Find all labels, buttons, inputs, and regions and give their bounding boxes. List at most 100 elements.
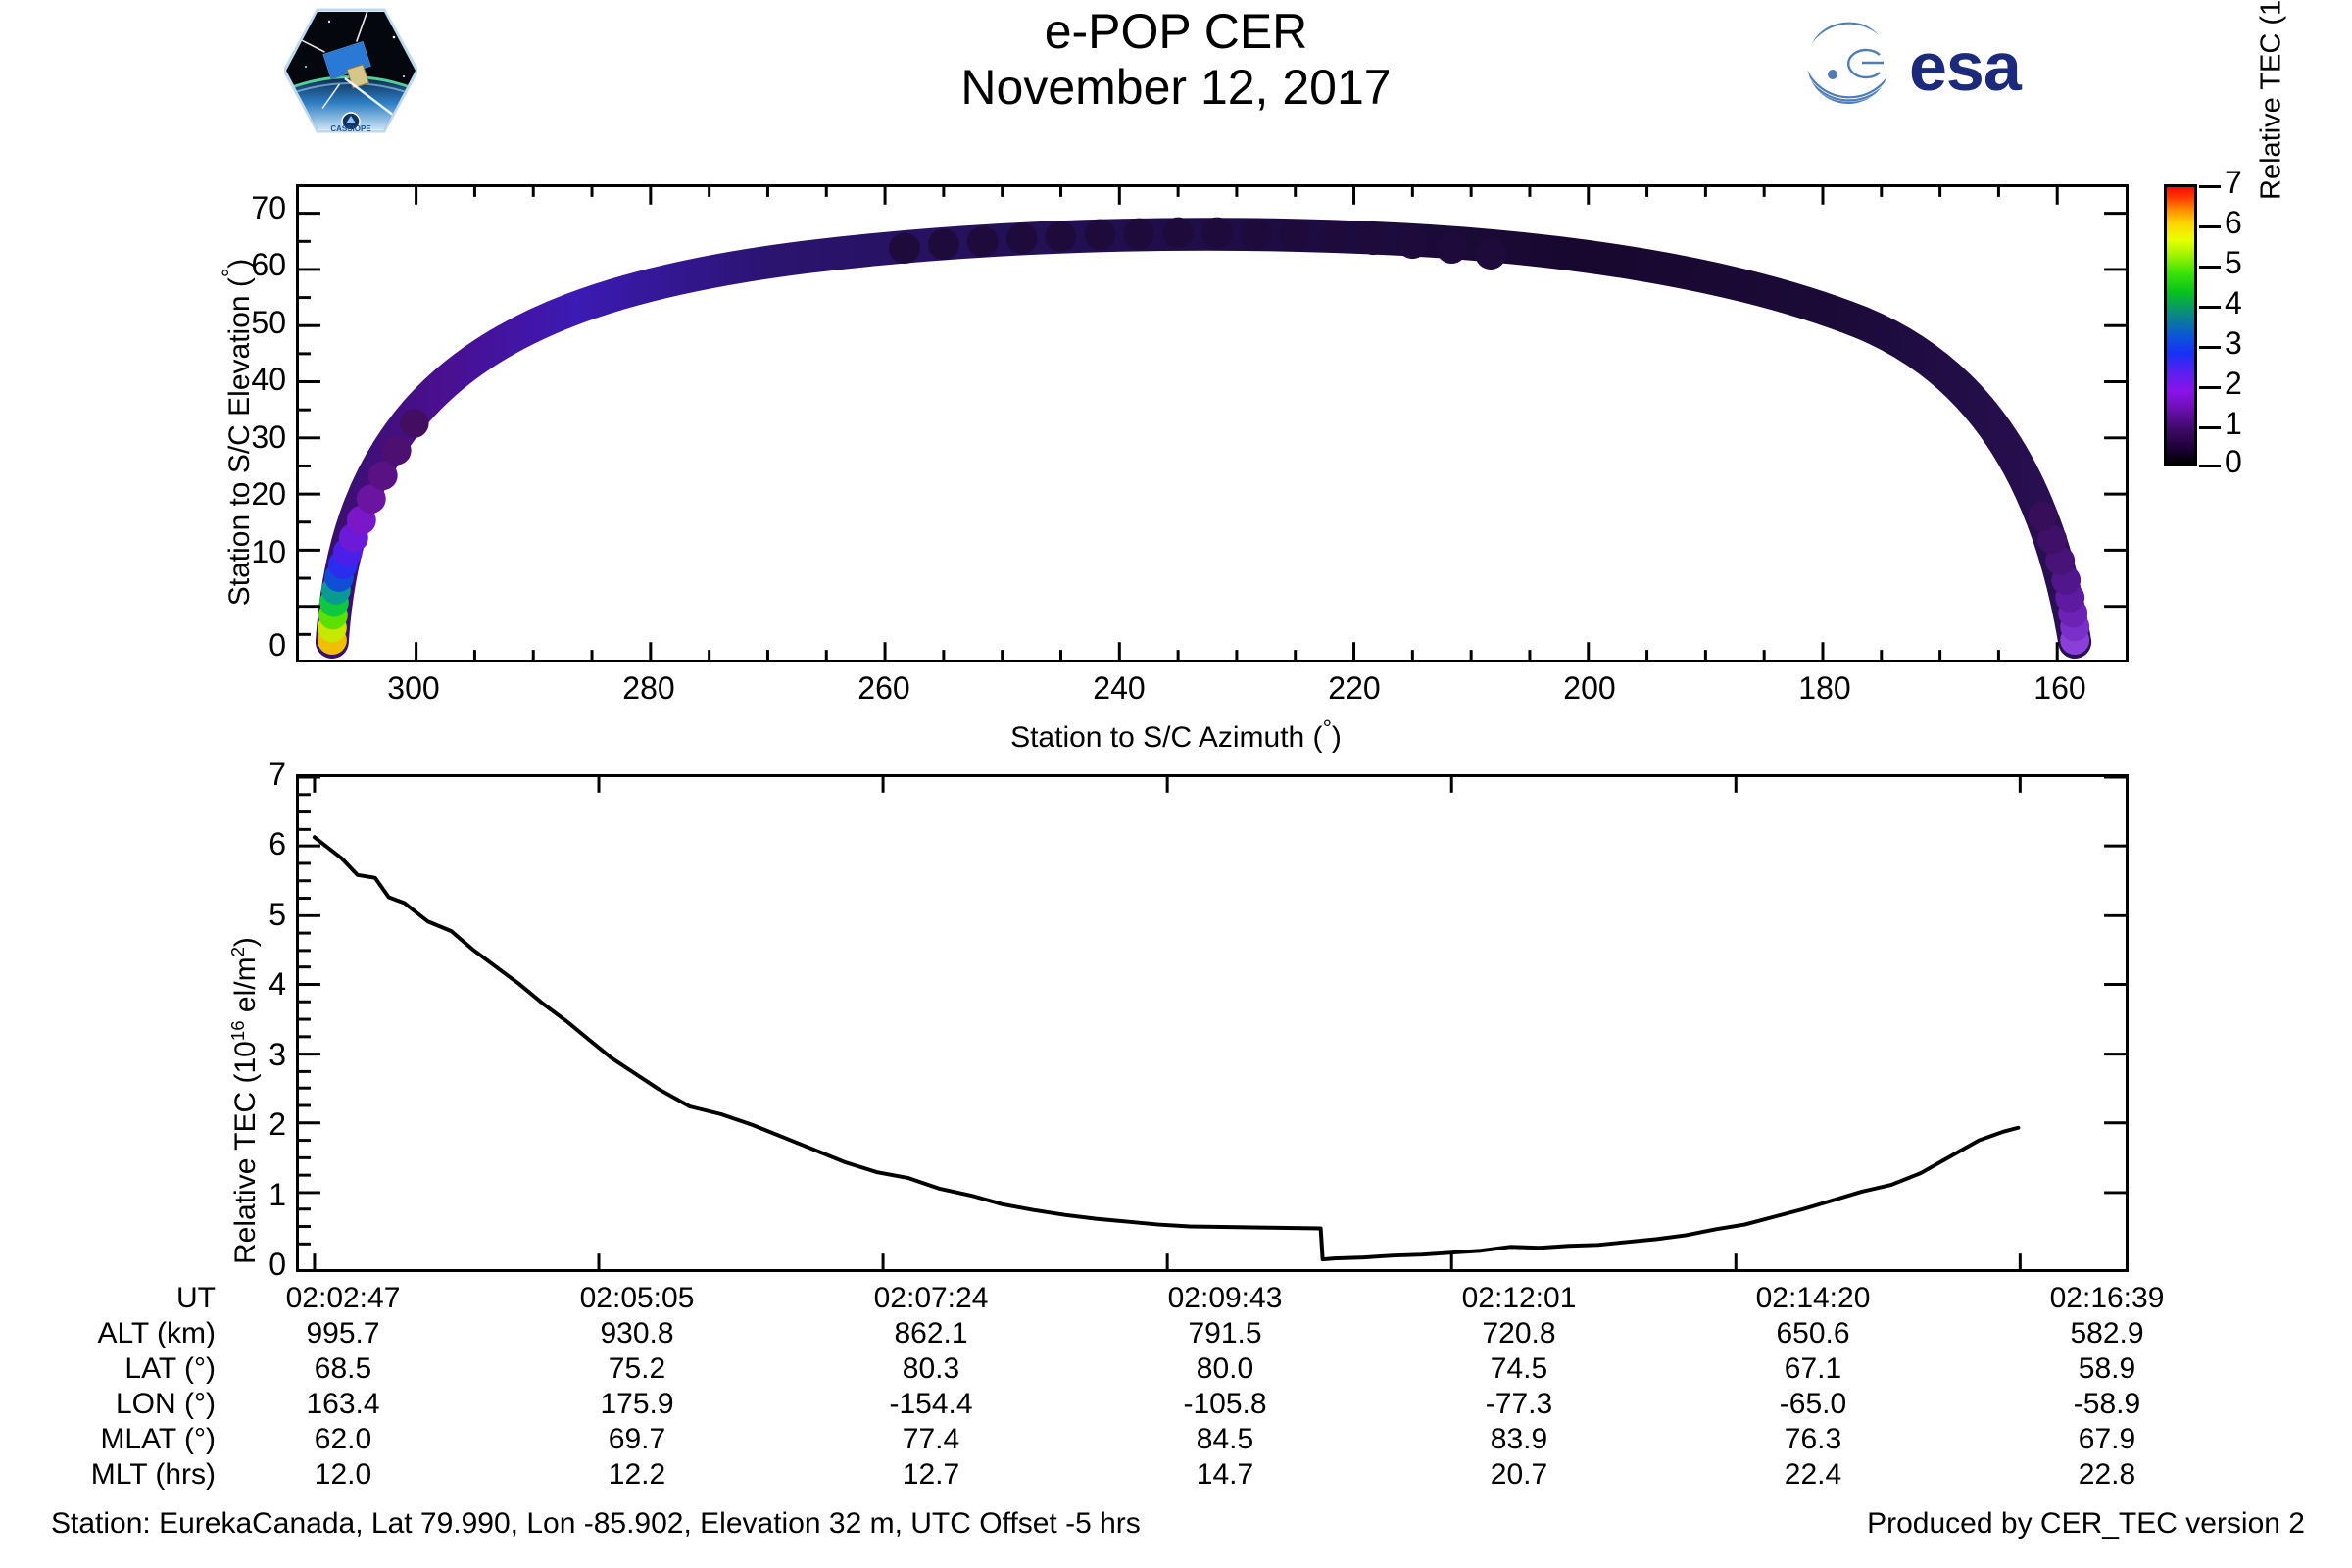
sky-x-axis-ticks [415,642,2059,660]
colorbar-tick-0 [2199,465,2221,467]
figure-title-block: e-POP CER November 12, 2017 [686,4,1666,116]
cell-lat-2: 80.3 [902,1352,960,1385]
tec-ytick-2: 2 [269,1106,286,1142]
colorbar-tick-2 [2199,386,2221,389]
sky-x-axis-ticks-top [415,187,2059,205]
tec-line-series [312,835,2021,1262]
colorbar-tick-3 [2199,346,2221,349]
cell-lat-5: 67.1 [1784,1352,1842,1385]
sky-xtick-220: 220 [1328,670,1381,706]
cell-alt-3: 791.5 [1188,1317,1262,1349]
cell-ut-2: 02:07:24 [873,1282,989,1314]
cell-mlat-2: 77.4 [902,1423,960,1455]
cell-alt-1: 930.8 [600,1317,674,1349]
station-info-footer: Station: EurekaCanada, Lat 79.990, Lon -… [51,1507,1141,1540]
cassiope-mission-patch-logo: CASSIOPE [284,8,417,133]
table-row: UT 02:02:47 02:05:05 02:07:24 02:09:43 0… [0,1282,2234,1317]
tec-plot-canvas [299,777,2126,1269]
colorbar-gradient [2164,184,2197,466]
tec-ytick-6: 6 [269,826,286,861]
sky-ytick-50: 50 [251,305,286,340]
esa-logo: esa [1803,18,2097,108]
colorbar-label-2: 2 [2225,366,2242,401]
row-label-ut: UT [176,1282,216,1314]
colorbar-axis-label: Relative TEC (1016 el/m2) [2255,0,2287,200]
cell-alt-4: 720.8 [1482,1317,1556,1349]
sky-xtick-300: 300 [387,670,440,706]
sky-ytick-40: 40 [251,362,286,397]
colorbar-label-4: 4 [2225,285,2242,320]
ephemeris-table: UT 02:02:47 02:05:05 02:07:24 02:09:43 0… [0,1282,2234,1494]
figure-date: November 12, 2017 [960,60,1392,115]
sky-xtick-280: 280 [622,670,675,706]
sky-ytick-30: 30 [251,419,286,455]
esa-globe-icon [1807,22,1889,104]
sky-ytick-60: 60 [251,247,286,282]
sky-ytick-70: 70 [251,190,286,225]
cell-lon-6: -58.9 [2073,1388,2141,1420]
colorbar-tick-4 [2199,306,2221,309]
table-row: MLAT (°) 62.0 69.7 77.4 84.5 83.9 76.3 6… [0,1423,2234,1458]
cell-lat-6: 58.9 [2078,1352,2136,1385]
sky-ytick-20: 20 [251,476,286,512]
sky-track-high-tec-right [2028,502,2090,656]
sky-ytick-10: 10 [251,534,286,569]
cell-ut-0: 02:02:47 [285,1282,401,1314]
colorbar-label-0: 0 [2225,444,2242,479]
cell-lon-5: -65.0 [1779,1388,1847,1420]
sky-track-band [315,218,2092,660]
colorbar-tick-6 [2199,225,2221,228]
cell-alt-5: 650.6 [1776,1317,1850,1349]
producer-footer: Produced by CER_TEC version 2 [1867,1507,2305,1540]
tec-ytick-5: 5 [269,897,286,932]
cell-mlt-2: 12.7 [902,1458,960,1491]
tec-plot-panel [296,774,2129,1272]
cell-alt-0: 995.7 [306,1317,380,1349]
cell-mlat-4: 83.9 [1490,1423,1548,1455]
cell-lat-4: 74.5 [1490,1352,1548,1385]
cell-ut-3: 02:09:43 [1167,1282,1283,1314]
table-row: ALT (km) 995.7 930.8 862.1 791.5 720.8 6… [0,1317,2234,1352]
colorbar-label-7: 7 [2225,165,2242,200]
colorbar-tick-7 [2199,185,2221,188]
cell-alt-2: 862.1 [894,1317,968,1349]
cell-mlt-5: 22.4 [1784,1458,1842,1491]
tec-ytick-1: 1 [269,1177,286,1212]
row-label-lon: LON (°) [116,1388,216,1420]
cell-ut-1: 02:05:05 [579,1282,695,1314]
sky-xtick-260: 260 [858,670,910,706]
colorbar-label-5: 5 [2225,245,2242,280]
colorbar-tick-1 [2199,426,2221,429]
colorbar-label-3: 3 [2225,325,2242,361]
cell-mlt-1: 12.2 [608,1458,666,1491]
cell-mlt-0: 12.0 [314,1458,372,1491]
cell-lon-0: 163.4 [306,1388,380,1420]
tec-ytick-3: 3 [269,1037,286,1072]
cell-mlt-6: 22.8 [2078,1458,2136,1491]
colorbar-label-1: 1 [2225,406,2242,441]
figure-header: CASSIOPE e-POP CER November 12, 2017 [0,0,2352,133]
cell-lon-4: -77.3 [1485,1388,1553,1420]
cell-ut-4: 02:12:01 [1461,1282,1577,1314]
cell-lon-1: 175.9 [600,1388,674,1420]
sky-xtick-180: 180 [1798,670,1851,706]
sky-plot-x-axis-label: Station to S/C Azimuth (°) [1010,715,1342,754]
sky-xtick-240: 240 [1093,670,1146,706]
tec-ytick-0: 0 [269,1247,286,1282]
esa-wordmark: esa [1909,28,2023,105]
cell-mlat-5: 76.3 [1784,1423,1842,1455]
cell-mlat-3: 84.5 [1196,1423,1254,1455]
tec-ytick-4: 4 [269,966,286,1002]
cell-lon-2: -154.4 [889,1388,973,1420]
cell-mlat-0: 62.0 [314,1423,372,1455]
tec-x-axis-ticks [313,777,2022,1269]
cell-lat-0: 68.5 [314,1352,372,1385]
cell-mlt-3: 14.7 [1196,1458,1254,1491]
sky-y-axis-ticks [299,212,2126,636]
sky-track-high-tec-left [317,409,429,656]
cassiope-caption: CASSIOPE [330,124,371,133]
sky-plot-canvas [299,187,2126,660]
cell-mlt-4: 20.7 [1490,1458,1548,1491]
sky-xtick-160: 160 [2034,670,2086,706]
